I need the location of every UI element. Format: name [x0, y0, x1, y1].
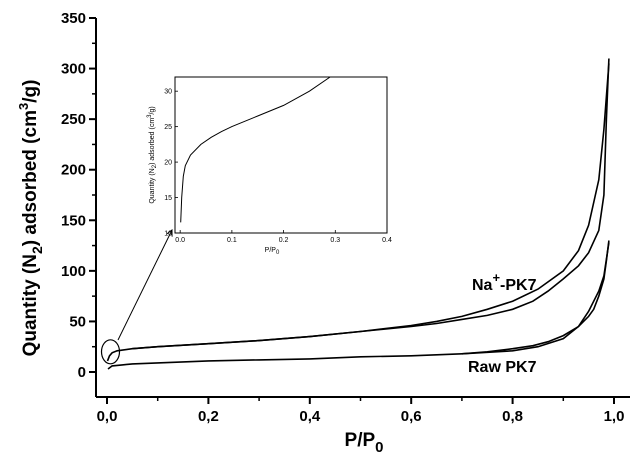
inset-y-tick-label: 25 — [164, 124, 172, 131]
main-y-tick-label: 300 — [61, 61, 86, 78]
inset-x-tick-label: 0.2 — [279, 237, 289, 244]
inset-x-ticks: 0.0 0.1 0.2 0.3 0.4 — [175, 230, 392, 244]
zoom-ellipse — [100, 339, 121, 365]
series-line-raw-pk7-adsorption — [107, 242, 610, 370]
main-axes: 0,0 0,2 0,4 0,6 0,8 1,0 0 50 100 150 200 250 300 350 — [61, 10, 630, 425]
main-y-tick-label: 50 — [69, 313, 86, 330]
inset-chart: 0.0 0.1 0.2 0.3 0.4 10 15 20 25 30 P/P0 Quantity… — [147, 76, 392, 256]
inset-x-tick-label: 0.1 — [227, 237, 237, 244]
inset-y-tick-label: 20 — [164, 160, 172, 167]
main-y-tick-label: 0 — [78, 364, 86, 381]
series-label-raw-pk7: Raw PK7 — [468, 359, 537, 376]
main-x-ticks: 0,0 0,2 0,4 0,6 0,8 1,0 — [97, 397, 625, 425]
inset-y-ticks: 10 15 20 25 30 — [164, 89, 178, 238]
series-label-na-pk7: Na+-PK7 — [472, 270, 537, 294]
series-line-na-pk7-desorption — [132, 58, 610, 350]
inset-y-axis-title: Quantity (N2) adsorbed (cm3/g) — [147, 106, 158, 203]
inset-y-tick-label: 30 — [164, 89, 172, 96]
main-x-tick-label: 0,2 — [198, 408, 219, 425]
series-line-na-pk7-adsorption — [106, 63, 610, 362]
main-y-tick-label: 350 — [61, 10, 86, 27]
inset-series-line-na-pk7 — [180, 76, 331, 223]
main-y-tick-label: 200 — [61, 162, 86, 179]
inset-series-layer — [180, 76, 331, 223]
inset-x-tick-label: 0.3 — [330, 237, 340, 244]
main-x-axis-title: P/P0 — [345, 430, 384, 456]
inset-x-tick-label: 0.4 — [382, 237, 392, 244]
main-x-tick-label: 0,8 — [502, 408, 523, 425]
main-series-layer — [106, 58, 610, 370]
main-x-tick-label: 1,0 — [604, 408, 625, 425]
zoom-arrow — [117, 230, 172, 341]
main-y-tick-label: 150 — [61, 212, 86, 229]
inset-x-tick-label: 0.0 — [175, 237, 185, 244]
main-y-axis-title: Quantity (N2) adsorbed (cm3/g) — [16, 80, 45, 357]
inset-x-axis-title: P/P0 — [265, 247, 280, 256]
inset-frame — [174, 76, 388, 234]
main-x-tick-label: 0,6 — [401, 408, 422, 425]
main-x-tick-label: 0,4 — [299, 408, 321, 425]
main-y-tick-label: 250 — [61, 111, 86, 128]
series-line-raw-pk7-desorption — [461, 240, 610, 355]
main-y-ticks: 0 50 100 150 200 250 300 350 — [61, 10, 96, 381]
inset-y-tick-label: 15 — [164, 195, 172, 202]
main-y-tick-label: 100 — [61, 263, 86, 280]
inset-y-tick-label: 10 — [164, 231, 172, 238]
main-x-tick-label: 0,0 — [97, 408, 118, 425]
